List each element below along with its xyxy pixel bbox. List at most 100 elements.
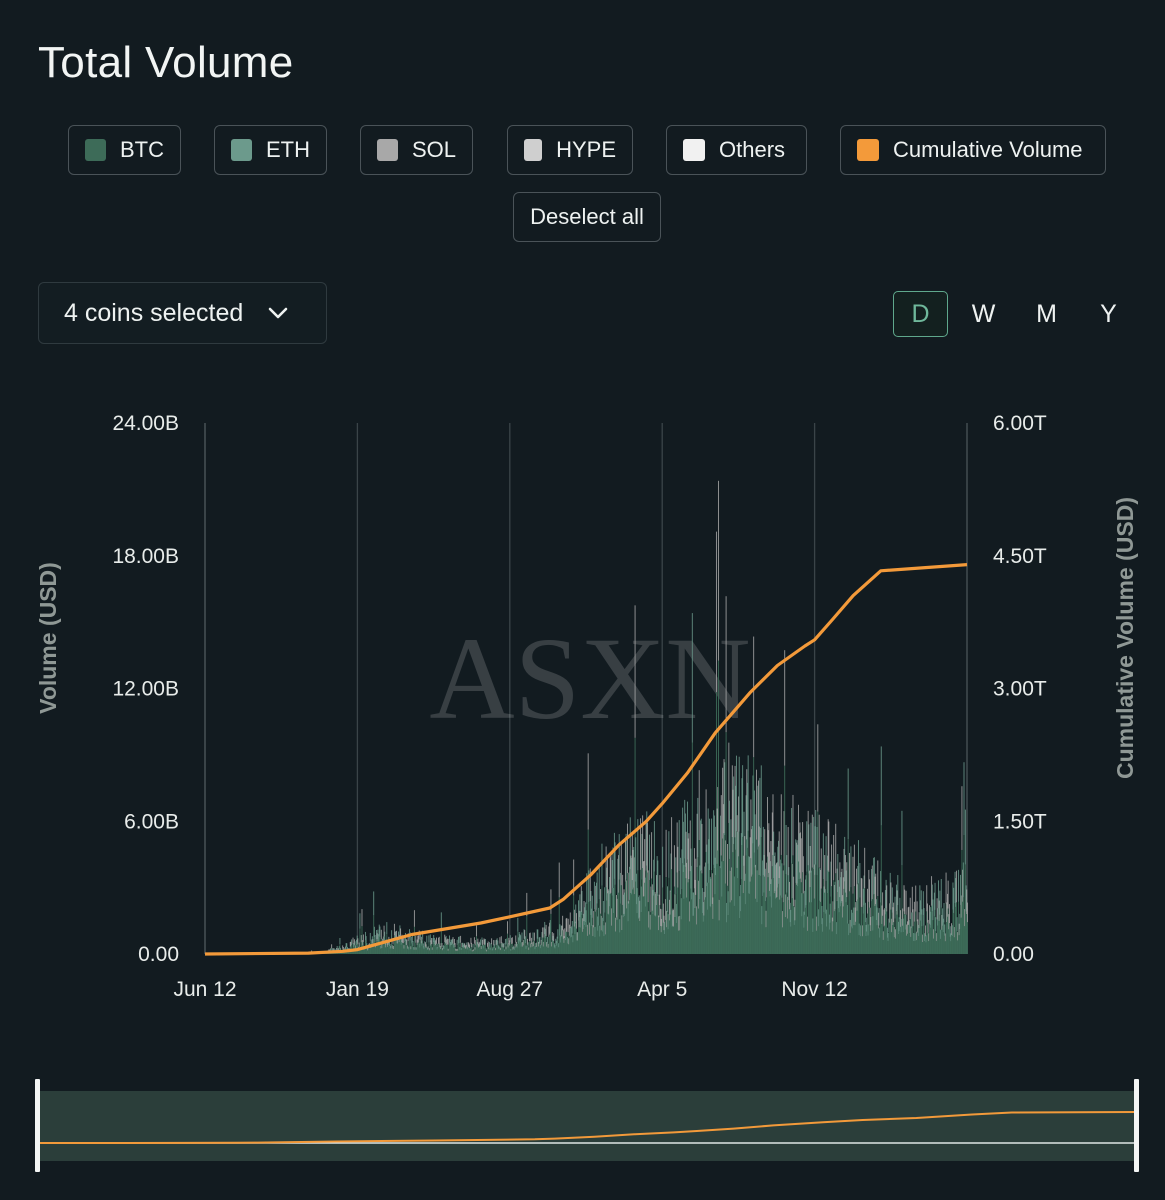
bar-segment-upper bbox=[545, 924, 547, 936]
bar-segment-upper bbox=[410, 946, 412, 950]
bar-segment-upper bbox=[918, 912, 920, 929]
bar-segment-btc bbox=[454, 947, 456, 954]
legend-toggle-others[interactable]: Others bbox=[666, 125, 807, 175]
bar-segment-btc bbox=[958, 901, 959, 954]
volume-bar bbox=[612, 847, 614, 954]
volume-bar bbox=[555, 938, 557, 954]
legend-toggle-hype[interactable]: HYPE bbox=[507, 125, 633, 175]
volume-bar bbox=[913, 932, 915, 954]
deselect-all-button[interactable]: Deselect all bbox=[513, 192, 661, 242]
volume-bar bbox=[498, 945, 499, 954]
volume-bar bbox=[643, 860, 645, 954]
bar-segment-upper bbox=[380, 929, 382, 939]
bar-segment-upper bbox=[707, 882, 708, 910]
volume-bar bbox=[491, 938, 493, 954]
volume-bar bbox=[543, 927, 545, 954]
brush-handle-right[interactable] bbox=[1134, 1079, 1139, 1172]
volume-bar bbox=[819, 868, 821, 954]
bar-segment-upper bbox=[811, 870, 813, 903]
bar-segment-btc bbox=[371, 942, 373, 954]
bar-segment-upper bbox=[815, 809, 817, 865]
bar-segment-btc bbox=[715, 875, 717, 954]
volume-bar bbox=[922, 891, 924, 954]
bar-segment-upper bbox=[408, 946, 410, 950]
volume-bar bbox=[376, 930, 377, 954]
bar-segment-upper bbox=[557, 929, 559, 939]
bar-segment-upper bbox=[472, 943, 474, 948]
bar-segment-btc bbox=[445, 942, 447, 954]
bar-segment-btc bbox=[677, 887, 679, 954]
volume-bar bbox=[492, 946, 494, 954]
bar-segment-btc bbox=[780, 895, 782, 954]
bar-segment-btc bbox=[625, 879, 627, 954]
bar-segment-btc bbox=[604, 934, 606, 954]
bar-segment-upper bbox=[731, 867, 733, 901]
volume-bar bbox=[684, 813, 686, 954]
bar-segment-btc bbox=[960, 917, 962, 954]
period-button-d[interactable]: D bbox=[893, 291, 948, 337]
bar-segment-btc bbox=[919, 911, 921, 954]
period-button-w[interactable]: W bbox=[971, 299, 996, 328]
coin-select-dropdown[interactable]: 4 coins selected bbox=[38, 282, 327, 344]
volume-bar bbox=[747, 755, 749, 954]
volume-bar bbox=[941, 915, 943, 954]
bar-segment-btc bbox=[456, 950, 457, 954]
bar-segment-upper bbox=[521, 932, 523, 941]
bar-segment-btc bbox=[699, 899, 701, 954]
bar-segment-upper bbox=[413, 947, 415, 950]
bar-segment-btc bbox=[772, 854, 774, 954]
volume-bar bbox=[799, 822, 801, 954]
bar-segment-btc bbox=[668, 877, 670, 954]
bar-segment-upper bbox=[484, 939, 486, 945]
volume-bar bbox=[418, 935, 419, 954]
bar-segment-upper bbox=[564, 928, 566, 939]
volume-bar bbox=[869, 907, 871, 954]
bar-segment-btc bbox=[400, 938, 402, 954]
period-button-y[interactable]: Y bbox=[1100, 299, 1117, 328]
period-button-m[interactable]: M bbox=[1036, 299, 1057, 328]
volume-bar bbox=[706, 844, 708, 954]
bar-segment-btc bbox=[656, 893, 658, 954]
bar-segment-upper bbox=[860, 877, 862, 907]
volume-bar bbox=[420, 931, 422, 954]
bar-segment-upper bbox=[604, 922, 606, 935]
brush-handle-left[interactable] bbox=[35, 1079, 40, 1172]
volume-bar bbox=[958, 869, 959, 954]
bar-segment-btc bbox=[418, 942, 419, 954]
bar-segment-upper bbox=[915, 931, 917, 941]
bar-segment-upper bbox=[444, 934, 446, 943]
bar-segment-btc bbox=[464, 947, 466, 954]
volume-bar bbox=[780, 794, 782, 954]
bar-segment-btc bbox=[722, 838, 724, 954]
legend-toggle-eth[interactable]: ETH bbox=[214, 125, 327, 175]
legend-toggle-sol[interactable]: SOL bbox=[360, 125, 473, 175]
bar-segment-upper bbox=[799, 822, 801, 873]
bar-segment-upper bbox=[527, 942, 529, 947]
volume-bar bbox=[553, 943, 555, 954]
volume-bar bbox=[877, 860, 879, 954]
volume-bar bbox=[915, 885, 917, 954]
bar-segment-upper bbox=[511, 937, 513, 944]
volume-bar bbox=[789, 881, 790, 954]
bar-segment-upper bbox=[882, 892, 884, 916]
bar-segment-upper bbox=[823, 886, 825, 913]
bar-segment-btc bbox=[391, 939, 393, 954]
bar-segment-btc bbox=[444, 943, 446, 954]
volume-bar bbox=[938, 900, 940, 954]
bar-segment-btc bbox=[443, 949, 445, 954]
bar-segment-upper bbox=[770, 841, 772, 884]
volume-bar bbox=[549, 920, 551, 954]
legend-toggle-cumulative-volume[interactable]: Cumulative Volume bbox=[840, 125, 1106, 175]
volume-bar bbox=[906, 924, 908, 954]
bar-segment-upper bbox=[724, 762, 726, 836]
bar-segment-upper bbox=[421, 940, 423, 946]
legend-toggle-btc[interactable]: BTC bbox=[68, 125, 181, 175]
bar-segment-btc bbox=[773, 893, 775, 954]
range-brush[interactable] bbox=[0, 1075, 1165, 1175]
bar-segment-btc bbox=[567, 943, 568, 954]
bar-segment-btc bbox=[718, 660, 719, 954]
bar-segment-btc bbox=[867, 935, 869, 954]
bar-segment-btc bbox=[422, 947, 424, 954]
bar-segment-upper bbox=[727, 891, 729, 916]
bar-segment-btc bbox=[424, 946, 426, 954]
